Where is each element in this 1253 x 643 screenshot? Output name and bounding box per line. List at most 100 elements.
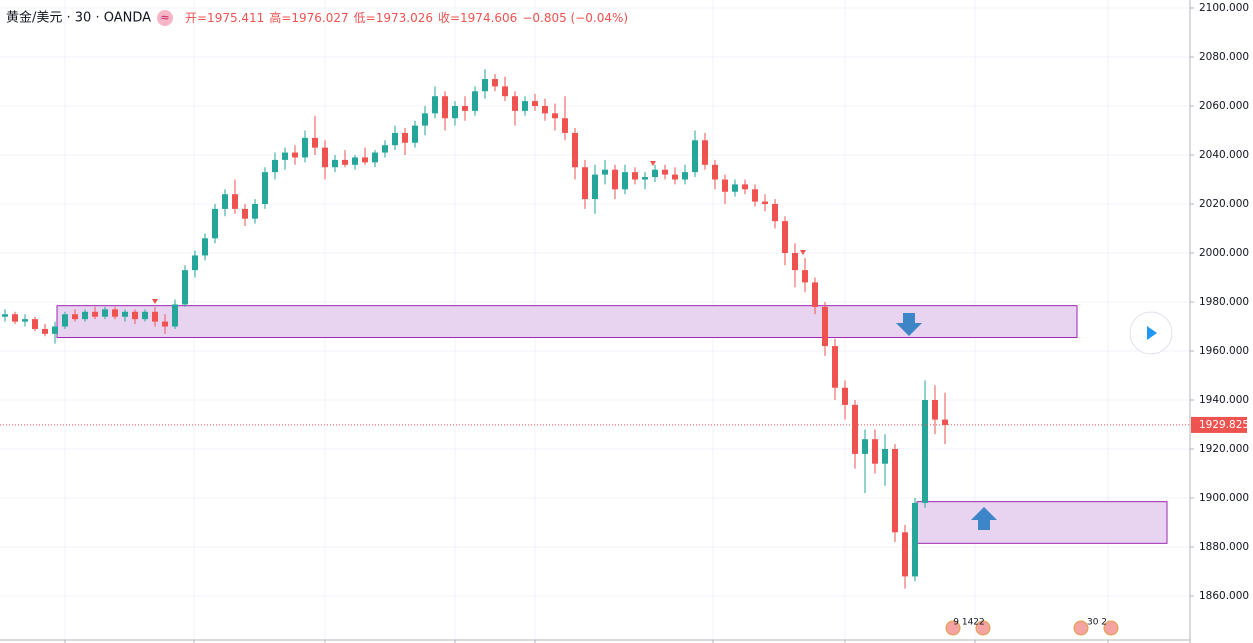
play-icon[interactable] bbox=[1147, 326, 1157, 340]
candle-body bbox=[72, 314, 78, 320]
candle-body bbox=[102, 309, 108, 317]
candle-body bbox=[562, 118, 568, 133]
candle-body bbox=[642, 177, 648, 180]
candle-body bbox=[272, 159, 278, 173]
candle-body bbox=[82, 311, 88, 320]
candle-body bbox=[672, 174, 678, 180]
candle-body bbox=[622, 172, 628, 190]
candle-body bbox=[292, 152, 298, 158]
candle-body bbox=[922, 400, 928, 503]
marker bbox=[650, 161, 656, 166]
indicator-badge bbox=[157, 10, 173, 26]
marker bbox=[152, 299, 158, 304]
candle-body bbox=[402, 132, 408, 143]
candle-body bbox=[832, 346, 838, 388]
candle-body bbox=[492, 79, 498, 87]
candle-body bbox=[182, 270, 188, 305]
candle-body bbox=[152, 311, 158, 322]
candle-body bbox=[602, 169, 608, 175]
y-tick-label: 2100.000 bbox=[1199, 2, 1249, 14]
y-tick-label: 2020.000 bbox=[1199, 198, 1249, 210]
ohlc-item: 低=1973.026 bbox=[354, 11, 433, 25]
candle-body bbox=[202, 238, 208, 256]
candle-body bbox=[542, 106, 548, 114]
candle-body bbox=[552, 113, 558, 119]
candle-body bbox=[512, 96, 518, 111]
candle-body bbox=[452, 106, 458, 119]
down-arrow bbox=[896, 313, 922, 336]
candle-body bbox=[52, 326, 58, 334]
candle-body bbox=[322, 147, 328, 168]
candle-body bbox=[312, 137, 318, 148]
candle-body bbox=[812, 282, 818, 307]
candle-body bbox=[692, 140, 698, 173]
candle-body bbox=[762, 201, 768, 204]
candle-body bbox=[722, 179, 728, 192]
candle-body bbox=[842, 387, 848, 405]
candle-body bbox=[682, 172, 688, 180]
ohlc-item: 高=1976.027 bbox=[269, 10, 348, 25]
candle-body bbox=[532, 101, 538, 106]
candle-body bbox=[112, 309, 118, 317]
last-price-label: 1929.825 bbox=[1199, 419, 1249, 431]
candle-body bbox=[132, 311, 138, 320]
candle-body bbox=[92, 311, 98, 317]
y-tick-label: 1920.000 bbox=[1199, 443, 1249, 455]
candle-body bbox=[872, 439, 878, 464]
candle-body bbox=[932, 400, 938, 420]
event-icon bbox=[1073, 620, 1089, 636]
candle-body bbox=[192, 255, 198, 271]
candle-body bbox=[62, 314, 68, 327]
y-tick-label: 2040.000 bbox=[1199, 149, 1249, 161]
candle-body bbox=[462, 106, 468, 111]
candle-body bbox=[712, 164, 718, 180]
candle-body bbox=[582, 167, 588, 200]
candle-body bbox=[662, 169, 668, 175]
y-tick-label: 2000.000 bbox=[1199, 247, 1249, 259]
candle-body bbox=[392, 132, 398, 146]
last-price-box bbox=[1191, 416, 1247, 433]
candle-body bbox=[332, 159, 338, 168]
zones bbox=[56, 305, 1168, 544]
candle-body bbox=[412, 125, 418, 143]
event-icon bbox=[945, 620, 961, 636]
event-icon bbox=[975, 620, 991, 636]
header: 黄金/美元 · 30 · OANDA ≈ 开=1975.411 高=1976.02… bbox=[6, 10, 628, 26]
zone bbox=[916, 501, 1168, 544]
candle-body bbox=[702, 140, 708, 165]
candle-body bbox=[912, 502, 918, 577]
y-tick-label: 1900.000 bbox=[1199, 492, 1249, 504]
candle-body bbox=[362, 157, 368, 163]
candle-body bbox=[742, 184, 748, 190]
candle-body bbox=[2, 314, 8, 317]
candle-body bbox=[162, 321, 168, 327]
candle-body bbox=[422, 113, 428, 126]
y-tick-label: 2060.000 bbox=[1199, 100, 1249, 112]
up-arrow bbox=[971, 507, 997, 530]
candle-body bbox=[242, 208, 248, 219]
y-tick-label: 2080.000 bbox=[1199, 51, 1249, 63]
candle-body bbox=[522, 101, 528, 111]
candle-body bbox=[782, 221, 788, 253]
marker bbox=[800, 250, 806, 255]
zone bbox=[56, 305, 1078, 339]
candle-body bbox=[822, 306, 828, 347]
y-tick-label: 1880.000 bbox=[1199, 541, 1249, 553]
candles bbox=[2, 69, 948, 589]
candle-body bbox=[612, 169, 618, 190]
candle-body bbox=[282, 152, 288, 160]
candle-body bbox=[472, 91, 478, 111]
y-tick-label: 1860.000 bbox=[1199, 590, 1249, 602]
ohlc-item: 开=1975.411 bbox=[185, 11, 264, 25]
event-icon bbox=[1103, 620, 1119, 636]
indicator-icon: ≈ bbox=[160, 11, 169, 24]
candle-body bbox=[12, 314, 18, 322]
candle-body bbox=[942, 419, 948, 425]
candle-body bbox=[262, 172, 268, 204]
symbol: 黄金/美元 · 30 · OANDA bbox=[6, 10, 151, 26]
y-tick-label: 1960.000 bbox=[1199, 345, 1249, 357]
ohlc-legend: 开=1975.411 高=1976.027 低=1973.026 收=1974.606… bbox=[185, 10, 628, 25]
play-button[interactable] bbox=[1129, 311, 1173, 355]
candle-body bbox=[752, 189, 758, 202]
